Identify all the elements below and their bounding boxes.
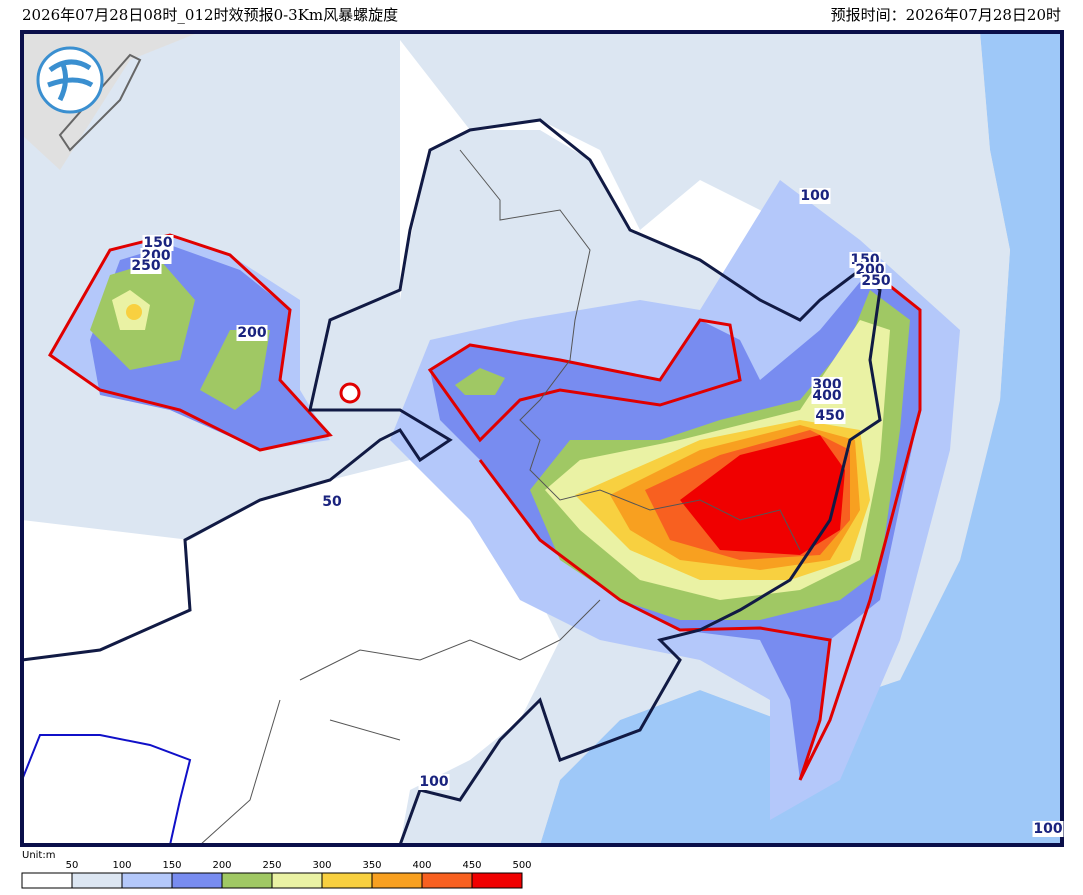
legend-level: 50 bbox=[66, 860, 79, 871]
forecast-time: 预报时间：2026年07月28日20时 bbox=[830, 6, 1061, 24]
contour-label: 50 bbox=[322, 494, 342, 510]
contour-label-bg bbox=[860, 273, 892, 289]
legend-swatch bbox=[21, 872, 73, 889]
legend-swatch bbox=[71, 872, 123, 889]
contour-label-bg bbox=[130, 258, 162, 274]
contour-label-bg bbox=[814, 408, 846, 424]
contour-label: 400 bbox=[812, 388, 841, 404]
contour-label: 100 bbox=[1033, 821, 1062, 837]
contour-150-east bbox=[478, 268, 922, 781]
contour-label: 100 bbox=[419, 774, 448, 790]
contour-label: 250 bbox=[861, 273, 890, 289]
contour-label-bg bbox=[811, 388, 843, 404]
contour-label: 250 bbox=[131, 258, 160, 274]
contour-label: 100 bbox=[800, 188, 829, 204]
legend-level: 400 bbox=[412, 860, 431, 871]
legend-level: 200 bbox=[212, 860, 231, 871]
national-border bbox=[21, 118, 882, 846]
contour-150 bbox=[427, 318, 742, 443]
contour-label-bg bbox=[236, 325, 268, 341]
legend-swatch bbox=[221, 872, 273, 889]
legend-swatch bbox=[421, 872, 473, 889]
contour-label-bg bbox=[142, 235, 174, 251]
legend-level: 350 bbox=[362, 860, 381, 871]
map-body bbox=[20, 30, 1064, 847]
legend-swatch bbox=[171, 872, 223, 889]
contour-label-bg bbox=[1032, 821, 1064, 837]
legend-level: 500 bbox=[512, 860, 531, 871]
field-450-east bbox=[680, 435, 845, 555]
contour-label-bg bbox=[418, 774, 450, 790]
contour-label: 450 bbox=[815, 408, 844, 424]
legend-swatch bbox=[471, 872, 523, 889]
logo bbox=[36, 46, 104, 114]
legend-swatch bbox=[321, 872, 373, 889]
legend-level: 300 bbox=[312, 860, 331, 871]
field-200-small bbox=[455, 368, 505, 395]
legend-level: 150 bbox=[162, 860, 181, 871]
legend-unit: Unit:m bbox=[22, 850, 55, 861]
legend-level: 450 bbox=[462, 860, 481, 871]
legend-swatch bbox=[271, 872, 323, 889]
contour-label-bg bbox=[321, 494, 343, 510]
contour-label-bg bbox=[799, 188, 831, 204]
contour-label: 150 bbox=[143, 235, 172, 251]
contour-label: 200 bbox=[237, 325, 266, 341]
legend: Unit:m 50 100 150 200 250 300 350 400 450 500 bbox=[21, 850, 532, 889]
contour-150-small bbox=[339, 382, 361, 404]
field-below-50 bbox=[22, 450, 560, 845]
province-border bbox=[21, 734, 192, 846]
map-frame bbox=[20, 30, 1064, 847]
sea bbox=[540, 32, 1062, 845]
contour-labels: 1502002502005010015020025030040045010010… bbox=[130, 188, 1064, 837]
map-title: 2026年07月28日08时_012时效预报0-3Km风暴螺旋度 bbox=[22, 6, 399, 24]
legend-level: 100 bbox=[112, 860, 131, 871]
coast-line bbox=[58, 53, 142, 152]
field-200-west-2 bbox=[200, 330, 270, 410]
legend-swatch bbox=[121, 872, 173, 889]
legend-level: 250 bbox=[262, 860, 281, 871]
legend-swatch bbox=[371, 872, 423, 889]
field-below-50-north bbox=[400, 40, 820, 320]
field-300-west bbox=[126, 304, 142, 320]
province-lines bbox=[199, 149, 801, 846]
